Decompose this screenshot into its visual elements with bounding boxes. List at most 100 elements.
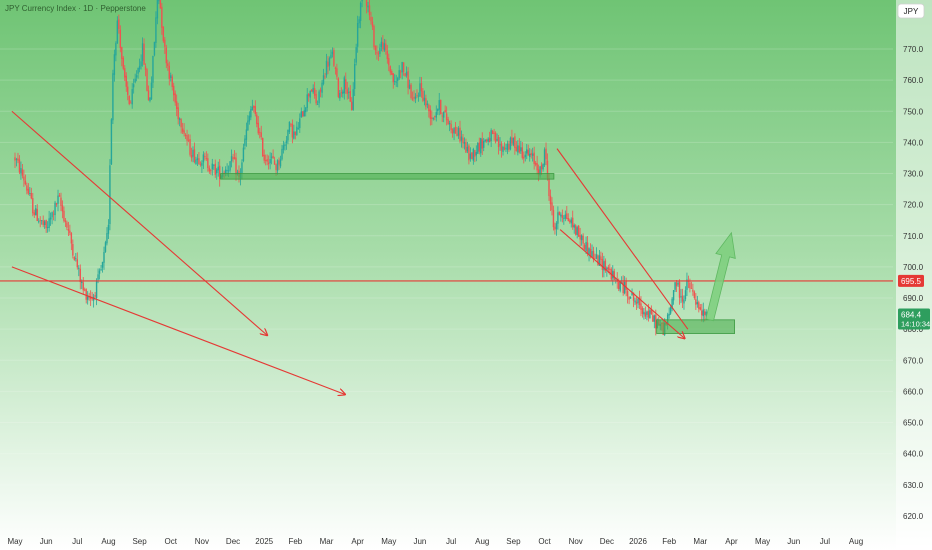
- candle-down: [491, 130, 494, 134]
- candle-down: [259, 131, 261, 133]
- candle-down: [626, 291, 629, 297]
- candle-down: [198, 158, 200, 165]
- candle-up: [591, 251, 593, 258]
- candle-up: [318, 91, 320, 104]
- support-zone[interactable]: [656, 319, 735, 334]
- candle-up: [359, 2, 362, 21]
- x-tick-label: Oct: [538, 537, 551, 546]
- candle-up: [20, 168, 22, 174]
- candle-up: [81, 281, 83, 283]
- trendline[interactable]: [559, 229, 685, 339]
- candle-down: [189, 139, 191, 155]
- candle-up: [135, 75, 138, 78]
- candle-down: [572, 217, 574, 228]
- candle-down: [450, 124, 452, 130]
- candle-down: [121, 47, 123, 59]
- projection-arrow[interactable]: [705, 231, 736, 322]
- candle-up: [672, 290, 675, 301]
- candle-down: [399, 71, 402, 73]
- candle-up: [634, 300, 636, 303]
- candle-down: [52, 213, 55, 215]
- candle-up: [300, 111, 302, 118]
- candle-up: [573, 225, 575, 228]
- candle-down: [365, 0, 368, 7]
- candle-down: [515, 147, 518, 152]
- candle-down: [600, 256, 602, 260]
- candle-down: [214, 163, 216, 175]
- trendline[interactable]: [11, 110, 267, 335]
- candle-down: [644, 312, 647, 317]
- candle-down: [575, 225, 577, 235]
- candle-down: [327, 61, 329, 67]
- candle-up: [285, 140, 288, 143]
- candle-up: [97, 274, 99, 280]
- candle-down: [558, 211, 561, 216]
- candle-down: [159, 0, 162, 9]
- candle-up: [499, 144, 501, 146]
- candle-up: [598, 255, 601, 266]
- candle-down: [523, 156, 525, 159]
- candle-down: [497, 137, 500, 148]
- support-zone[interactable]: [220, 173, 555, 180]
- x-tick-label: Oct: [165, 537, 178, 546]
- candle-down: [278, 160, 280, 165]
- candle-down: [459, 127, 461, 142]
- trendline[interactable]: [11, 266, 345, 395]
- candle-up: [671, 298, 673, 309]
- y-tick-label: 660.0: [903, 387, 924, 396]
- y-tick-label: 760.0: [903, 76, 924, 85]
- level-price-label: 695.5: [901, 277, 922, 286]
- candle-down: [118, 19, 120, 30]
- candle-down: [42, 220, 44, 225]
- currency-badge[interactable]: JPY: [897, 3, 925, 19]
- candle-up: [463, 141, 466, 144]
- candle-up: [524, 154, 526, 158]
- candle-down: [392, 73, 394, 83]
- y-tick-label: 650.0: [903, 419, 924, 428]
- candle-up: [696, 302, 699, 305]
- last-price-tag: [898, 308, 930, 330]
- candle-down: [319, 89, 322, 92]
- y-tick-label: 770.0: [903, 45, 924, 54]
- candle-up: [321, 82, 323, 93]
- candle-down: [586, 242, 589, 254]
- candle-down: [622, 281, 624, 294]
- candle-up: [116, 20, 119, 44]
- candle-up: [104, 242, 107, 252]
- candle-down: [386, 51, 389, 60]
- candle-up: [38, 221, 40, 223]
- candle-down: [536, 163, 538, 171]
- candle-up: [101, 261, 104, 268]
- candle-down: [162, 26, 165, 42]
- candle-down: [628, 297, 630, 300]
- candle-up: [408, 84, 411, 89]
- candle-up: [152, 56, 154, 83]
- trendline[interactable]: [556, 148, 689, 330]
- candle-down: [503, 147, 506, 150]
- candle-down: [233, 157, 236, 160]
- candle-up: [281, 148, 283, 160]
- candle-down: [187, 139, 190, 141]
- candle-up: [580, 235, 583, 241]
- candle-up: [348, 91, 350, 93]
- candle-up: [570, 219, 572, 224]
- candle-up: [54, 202, 56, 216]
- candle-up: [669, 307, 672, 314]
- candle-up: [432, 117, 434, 119]
- y-tick-label: 740.0: [903, 138, 924, 147]
- candle-down: [76, 259, 78, 268]
- candle-up: [178, 118, 181, 120]
- candle-down: [388, 58, 390, 66]
- candle-down: [165, 47, 167, 64]
- candle-up: [472, 148, 475, 161]
- candle-up: [542, 163, 544, 170]
- candle-down: [404, 73, 406, 76]
- candle-up: [226, 170, 228, 171]
- candle-down: [704, 311, 706, 315]
- candle-down: [548, 178, 550, 197]
- candle-down: [168, 65, 170, 79]
- candle-down: [260, 132, 262, 138]
- candle-down: [508, 144, 510, 150]
- candle-up: [211, 163, 213, 170]
